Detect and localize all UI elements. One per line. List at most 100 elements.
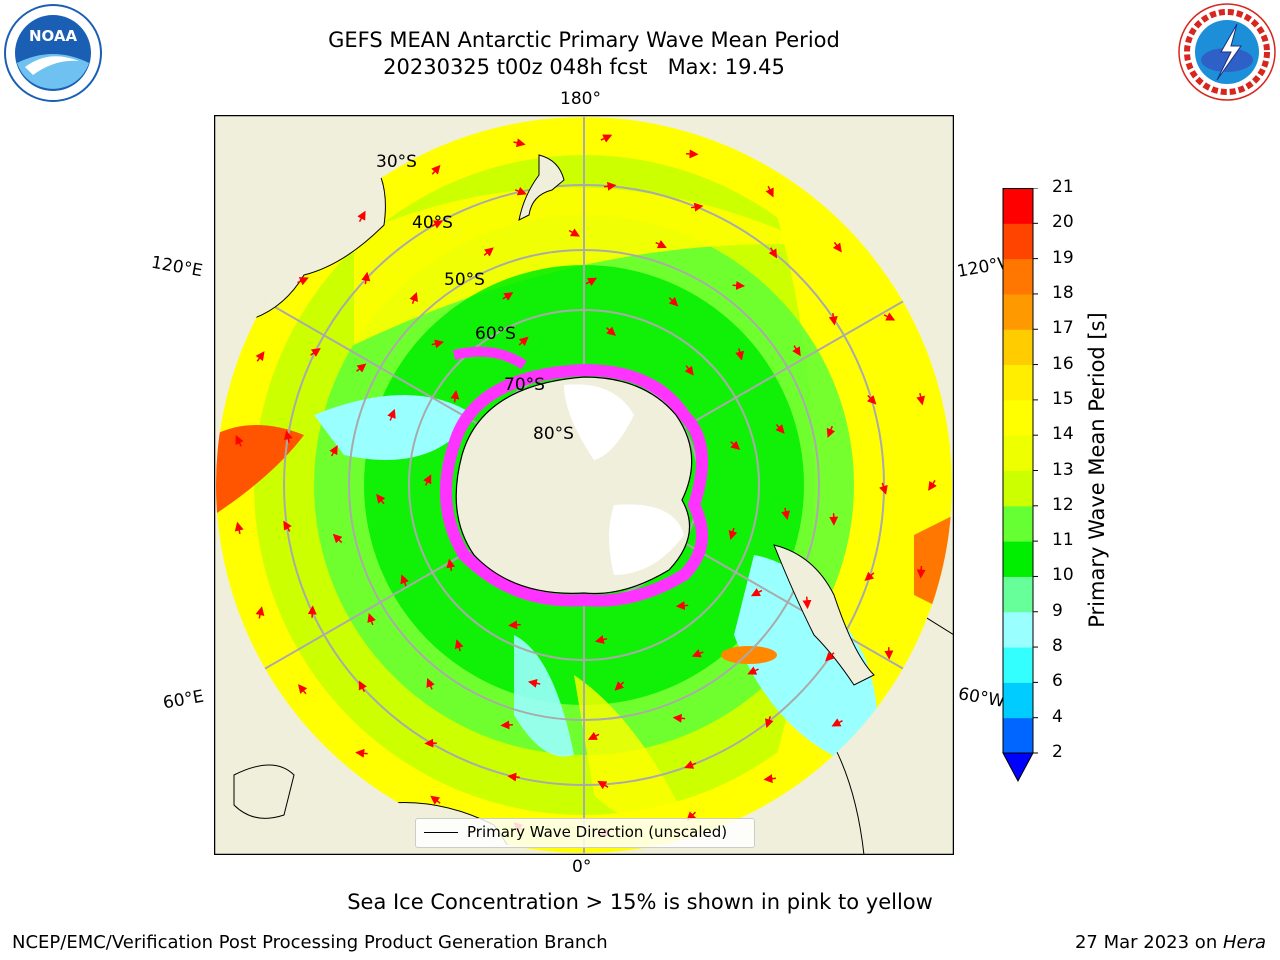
ocean-cyan-southeast [734,555,877,765]
wave-direction-arrow [358,680,367,693]
polar-map [213,114,955,856]
wave-direction-arrow [825,651,835,662]
colorbar-tick-label: 15 [1052,388,1074,409]
wave-direction-arrow [426,677,435,690]
lat-label-30s: 30°S [376,152,417,172]
lat-label-60s: 60°S [475,324,516,344]
ocean-red-west [216,425,304,515]
wave-direction-arrow [768,247,778,259]
footer-date: 27 Mar 2023 on Hera [1075,932,1266,953]
wave-direction-arrow [430,795,441,805]
colorbar-segment [1003,717,1033,754]
wave-direction-arrow [367,613,376,626]
ocean-band-yellow-north [354,187,814,345]
wave-direction-arrow [684,760,697,769]
sea-ice-fringe [440,363,708,607]
wave-direction-arrow [802,596,812,610]
colorbar-tick-label: 8 [1052,636,1063,657]
wave-direction-arrow [502,292,514,301]
wave-direction-arrow [832,241,842,253]
wave-direction-arrow [655,240,667,249]
wave-direction-arrow [514,186,527,196]
wave-direction-arrow [283,430,293,443]
wave-direction-arrow [916,566,926,579]
wave-direction-arrow [916,392,926,406]
wave-direction-arrow [765,185,774,198]
wave-direction-arrow [883,312,896,321]
wave-direction-arrow [672,713,686,723]
wave-direction-arrow [879,482,888,495]
lon-label-180: 180° [560,89,601,109]
wave-direction-arrow [826,425,836,438]
map-legend: Primary Wave Direction (unscaled) [415,818,755,848]
wave-direction-arrow [614,681,625,691]
wave-direction-arrow [690,202,704,212]
wave-direction-arrow [507,772,520,782]
wave-direction-arrow [255,606,265,619]
wave-direction-arrow [775,423,785,434]
wave-direction-arrow [728,527,738,540]
colorbar-tick-label: 12 [1052,494,1074,515]
ice-shelf-weddell [609,504,684,575]
colorbar-title: Primary Wave Mean Period [s] [1085,312,1109,628]
wave-direction-arrow [828,313,838,326]
wave-direction-arrow [483,247,494,257]
ocean-orange-patch [721,646,777,664]
wave-direction-arrow [400,574,409,587]
wave-direction-arrow [603,181,617,191]
wave-direction-arrow [310,348,321,357]
svg-text:NOAA: NOAA [29,27,78,45]
colorbar-segment [1003,470,1033,507]
wave-direction-arrow [686,149,699,159]
colorbar-tick-label: 20 [1052,212,1074,233]
noaa-logo: NOAA [3,3,103,103]
wave-direction-arrow [600,134,613,143]
colorbar-tick-label: 11 [1052,530,1074,551]
wave-direction-arrow [409,292,418,305]
wave-direction-arrow [376,493,386,505]
ice-shelf-ross [564,384,634,460]
land-new-zealand [518,154,565,221]
wave-direction-arrow [668,296,679,307]
footer-date-text: 27 Mar 2023 on [1074,932,1223,953]
chart-title: GEFS MEAN Antarctic Primary Wave Mean Pe… [328,28,840,52]
wave-direction-arrow [732,280,746,290]
colorbar-segment [1003,541,1033,577]
nws-logo [1177,2,1277,102]
wave-direction-arrow [597,780,609,790]
wave-direction-arrow [298,684,308,695]
ocean-cyan-south [514,635,574,757]
colorbar-segment [1003,505,1033,542]
wave-direction-arrow [763,774,776,784]
wave-direction-arrow [332,533,343,544]
wave-direction-arrow [255,351,265,362]
colorbar-tick-label: 6 [1052,671,1063,692]
wave-direction-arrow [831,718,843,727]
wave-direction-arrow [357,210,366,223]
wave-direction-arrow [431,339,444,349]
lat-label-50s: 50°S [444,270,485,290]
wave-direction-arrow [235,435,244,447]
wave-direction-arrow [361,271,371,285]
wave-direction-arrow [781,507,791,521]
lat-label-80s: 80°S [533,424,574,444]
colorbar-tick-label: 13 [1052,459,1074,480]
map-frame [213,114,955,856]
legend-line-icon [424,832,458,833]
land-south-america [773,544,875,686]
wave-direction-arrow [928,480,937,491]
ocean-cyan-west [314,395,474,460]
wave-direction-arrow [329,445,338,457]
wave-direction-arrow [866,395,877,405]
colorbar-tick-label: 16 [1052,353,1074,374]
wave-direction-arrow [508,620,521,630]
colorbar-segment [1003,435,1033,471]
wave-direction-arrow [747,666,759,675]
footer-credit: NCEP/EMC/Verification Post Processing Pr… [12,932,608,953]
colorbar-segment [1003,329,1033,366]
colorbar-tick-label: 18 [1052,282,1074,303]
wave-direction-arrow [431,164,441,175]
chart-subtitle: 20230325 t00z 048h fcst Max: 19.45 [383,55,785,79]
wave-direction-arrow [527,678,541,688]
colorbar-under-triangle [1002,752,1034,783]
